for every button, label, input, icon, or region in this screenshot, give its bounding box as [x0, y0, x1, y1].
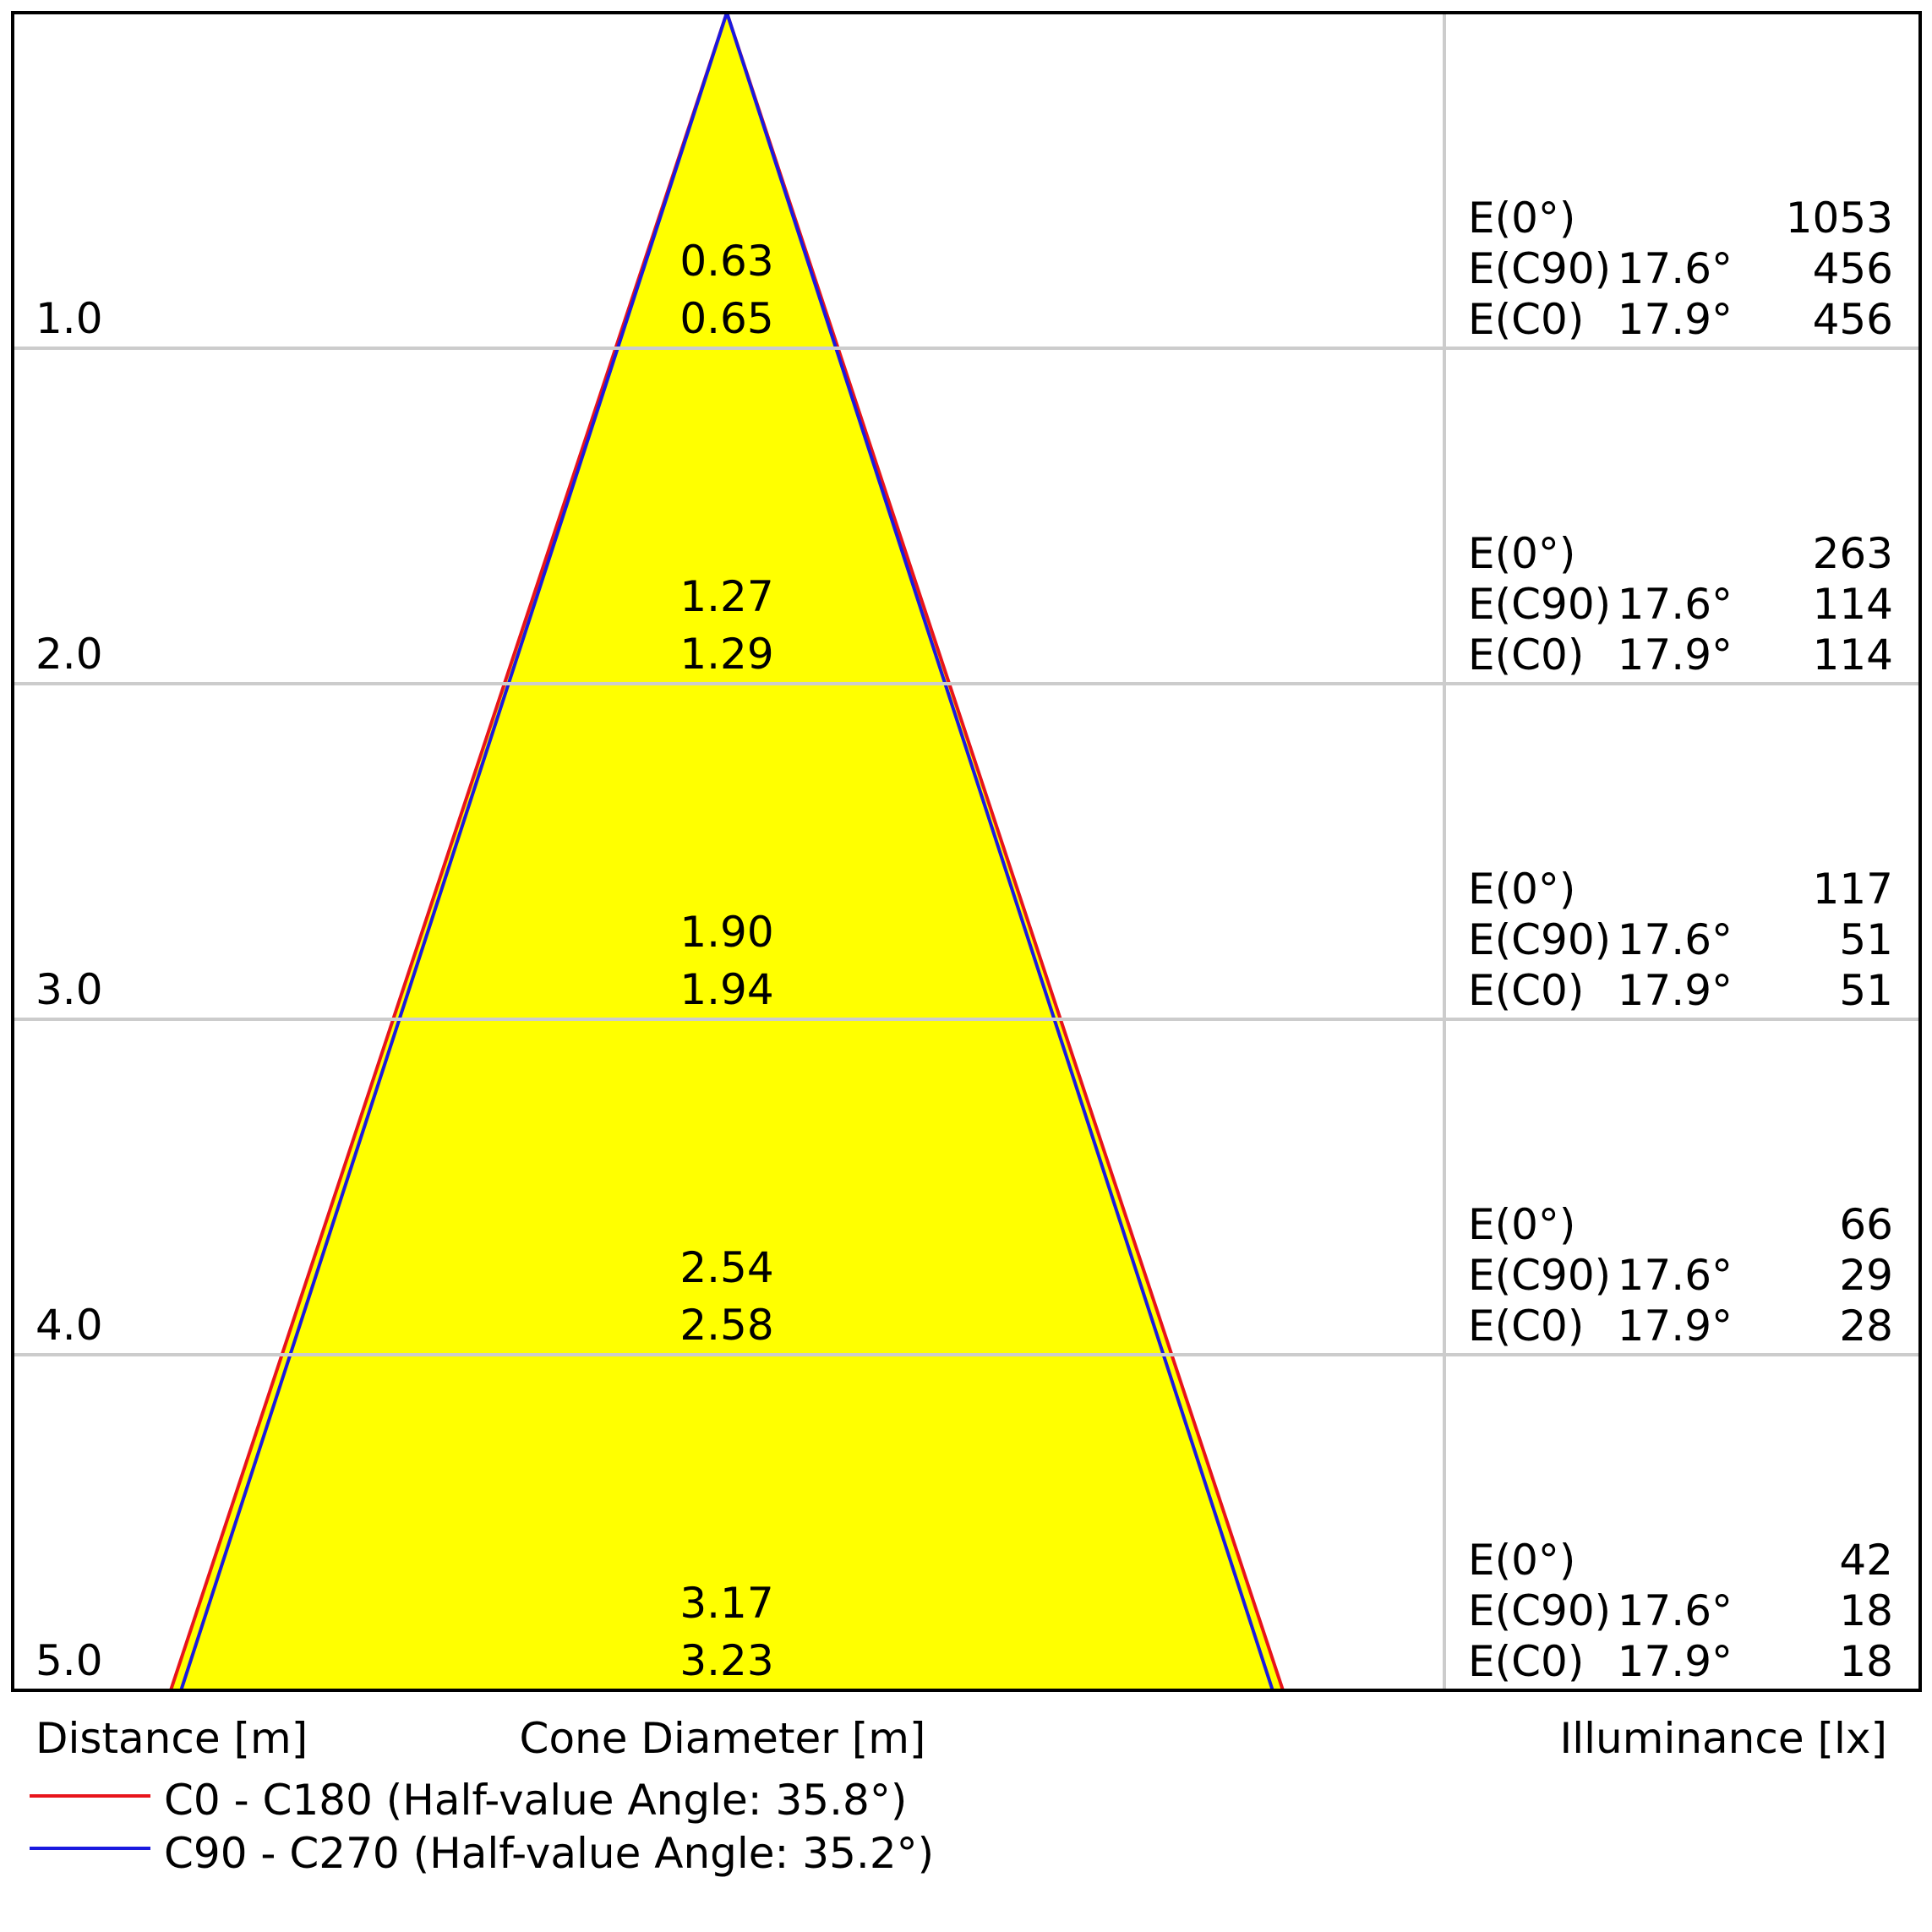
e0-label: E(0°): [1468, 194, 1575, 243]
e0-value: 42: [1839, 1536, 1893, 1585]
ec0-value: 51: [1839, 966, 1893, 1015]
distance-tick-label: 5.0: [35, 1636, 103, 1685]
distance-row: 3.0 1.90 1.94 E(0°) 117 E(C90) 17.6° 51 E(C0) 17.…: [35, 865, 1893, 1015]
ec90-angle: 17.6°: [1618, 244, 1733, 293]
c90-c270-right-edge: [725, 12, 1274, 1691]
legend-label-c90-c270: C90 - C270 (Half-value Angle: 35.2°): [164, 1829, 934, 1878]
cone-diameter-c0-label: 2.58: [679, 1301, 773, 1350]
ec0-label: E(C0): [1468, 1302, 1584, 1351]
ec0-label: E(C0): [1468, 295, 1584, 344]
cone-diameter-c0-label: 3.23: [679, 1636, 773, 1685]
e0-value: 66: [1839, 1200, 1893, 1249]
distance-tick-label: 4.0: [35, 1301, 103, 1350]
cone-diameter-c90-label: 0.63: [679, 237, 773, 286]
c90-c270-left-edge: [179, 12, 729, 1691]
ec90-value: 456: [1813, 244, 1893, 293]
cone-diameter-c90-label: 3.17: [679, 1579, 773, 1628]
ec0-value: 114: [1813, 630, 1893, 679]
ec90-label: E(C90): [1468, 244, 1611, 293]
ec0-label: E(C0): [1468, 1637, 1584, 1686]
cone-diameter-axis-label: Cone Diameter [m]: [520, 1714, 926, 1763]
distance-row: 5.0 3.17 3.23 E(0°) 42 E(C90) 17.6° 18 E(C0) 17.9…: [35, 1536, 1893, 1686]
ec90-angle: 17.6°: [1618, 915, 1733, 964]
distance-row: 2.0 1.27 1.29 E(0°) 263 E(C90) 17.6° 114 E(C0) 17…: [35, 529, 1893, 679]
ec0-value: 18: [1839, 1637, 1893, 1686]
cone-diameter-c0-label: 1.29: [679, 630, 773, 679]
distance-tick-label: 2.0: [35, 630, 103, 679]
distance-row: 4.0 2.54 2.58 E(0°) 66 E(C90) 17.6° 29 E(C0) 17.9…: [35, 1200, 1893, 1351]
grid-layer: [13, 13, 1920, 1690]
e0-value: 263: [1813, 529, 1893, 578]
illuminance-axis-label: Illuminance [lx]: [1560, 1714, 1887, 1763]
ec0-value: 456: [1813, 295, 1893, 344]
cone-diameter-c0-label: 0.65: [679, 294, 773, 343]
distance-tick-label: 3.0: [35, 965, 103, 1014]
ec0-label: E(C0): [1468, 966, 1584, 1015]
e0-label: E(0°): [1468, 1536, 1575, 1585]
ec90-value: 29: [1839, 1251, 1893, 1300]
e0-label: E(0°): [1468, 529, 1575, 578]
e0-value: 117: [1813, 865, 1893, 914]
ec0-angle: 17.9°: [1618, 1302, 1733, 1351]
legend-label-c0-c180: C0 - C180 (Half-value Angle: 35.8°): [164, 1776, 907, 1825]
ec90-value: 18: [1839, 1586, 1893, 1635]
legend: C0 - C180 (Half-value Angle: 35.8°) C90 …: [30, 1776, 934, 1878]
cone-diameter-c90-label: 2.54: [679, 1243, 773, 1292]
cone-diameter-c0-label: 1.94: [679, 965, 773, 1014]
ec90-label: E(C90): [1468, 1586, 1611, 1635]
ec0-label: E(C0): [1468, 630, 1584, 679]
cone-diameter-c90-label: 1.90: [679, 908, 773, 957]
ec90-angle: 17.6°: [1618, 580, 1733, 629]
e0-label: E(0°): [1468, 865, 1575, 914]
ec0-angle: 17.9°: [1618, 1637, 1733, 1686]
ec0-angle: 17.9°: [1618, 966, 1733, 1015]
distance-row: 1.0 0.63 0.65 E(0°) 1053 E(C90) 17.6° 456 E(C0) 1…: [35, 194, 1893, 344]
ec90-label: E(C90): [1468, 1251, 1611, 1300]
ec90-value: 114: [1813, 580, 1893, 629]
ec90-value: 51: [1839, 915, 1893, 964]
cone-diameter-c90-label: 1.27: [679, 572, 773, 621]
e0-label: E(0°): [1468, 1200, 1575, 1249]
ec90-angle: 17.6°: [1618, 1586, 1733, 1635]
ec90-label: E(C90): [1468, 915, 1611, 964]
distance-tick-label: 1.0: [35, 294, 103, 343]
plot-frame: [11, 11, 1922, 1692]
ec0-angle: 17.9°: [1618, 630, 1733, 679]
ec90-label: E(C90): [1468, 580, 1611, 629]
e0-value: 1053: [1786, 194, 1893, 243]
ec0-angle: 17.9°: [1618, 295, 1733, 344]
cone-fill: [171, 13, 1283, 1690]
distance-axis-label: Distance [m]: [35, 1714, 308, 1763]
cone-layer: [169, 12, 1285, 1691]
ec0-value: 28: [1839, 1302, 1893, 1351]
ec90-angle: 17.6°: [1618, 1251, 1733, 1300]
